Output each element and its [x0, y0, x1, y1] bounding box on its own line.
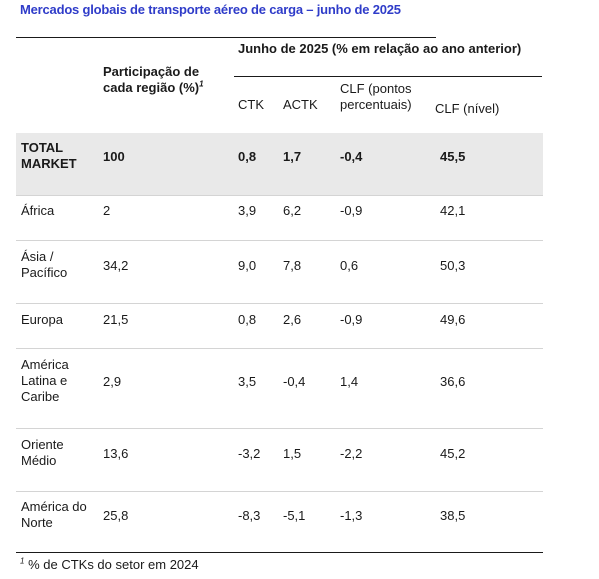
cell-ctk: 3,5: [238, 374, 257, 389]
cell-actk: 6,2: [283, 203, 302, 218]
cell-region: América Latina e Caribe: [21, 357, 69, 404]
row-divider: [16, 491, 543, 492]
cell-clf-pp: 1,4: [340, 374, 359, 389]
row-divider: [16, 428, 543, 429]
header-actk: ACTK: [283, 97, 318, 112]
cell-share: 2,9: [103, 374, 122, 389]
header-share-sup: 1: [199, 79, 204, 89]
cell-actk: -0,4: [283, 374, 306, 389]
cell-clf-pp: -2,2: [340, 446, 363, 461]
cell-clf-level: 50,3: [440, 258, 466, 273]
footnote: 1 % de CTKs do setor em 2024: [20, 557, 199, 572]
cell-clf-pp: -0,9: [340, 312, 363, 327]
cell-share: 100: [103, 149, 125, 164]
cell-clf-level: 49,6: [440, 312, 466, 327]
cell-share: 13,6: [103, 446, 129, 461]
cell-actk: 1,7: [283, 149, 302, 164]
cell-clf-level: 38,5: [440, 508, 466, 523]
total-row-background: [16, 133, 543, 195]
table-title: Mercados globais de transporte aéreo de …: [20, 2, 401, 17]
header-ctk: CTK: [238, 97, 264, 112]
cell-clf-pp: 0,6: [340, 258, 359, 273]
header-group: Junho de 2025 (% em relação ao ano anter…: [238, 41, 522, 56]
cell-share: 25,8: [103, 508, 129, 523]
group-header-rule: [234, 76, 542, 77]
table-bottom-rule: [16, 552, 543, 553]
cell-actk: 7,8: [283, 258, 302, 273]
cell-ctk: -8,3: [238, 508, 261, 523]
cell-region: TOTAL MARKET: [21, 140, 77, 171]
footnote-text: % de CTKs do setor em 2024: [28, 557, 199, 572]
row-divider: [16, 195, 543, 196]
cell-region: Oriente Médio: [21, 437, 64, 468]
cell-region: Ásia / Pacífico: [21, 249, 68, 280]
cell-region: Europa: [21, 312, 63, 327]
cell-clf-level: 45,2: [440, 446, 466, 461]
cell-share: 21,5: [103, 312, 129, 327]
cell-ctk: 0,8: [238, 312, 257, 327]
row-divider: [16, 240, 543, 241]
cell-clf-pp: -0,9: [340, 203, 363, 218]
row-divider: [16, 303, 543, 304]
cell-ctk: -3,2: [238, 446, 261, 461]
cell-clf-level: 45,5: [440, 149, 466, 164]
cell-share: 34,2: [103, 258, 129, 273]
cell-clf-level: 42,1: [440, 203, 466, 218]
cell-share: 2: [103, 203, 111, 218]
cell-actk: 2,6: [283, 312, 302, 327]
header-top-rule: [16, 37, 436, 38]
cell-ctk: 9,0: [238, 258, 257, 273]
footnote-sup: 1: [20, 556, 25, 566]
header-clf-pp: CLF (pontos percentuais): [340, 81, 412, 112]
cell-actk: -5,1: [283, 508, 306, 523]
cell-ctk: 3,9: [238, 203, 257, 218]
header-clf-level: CLF (nível): [435, 101, 500, 116]
cell-region: América do Norte: [21, 499, 87, 530]
cell-ctk: 0,8: [238, 149, 257, 164]
cell-clf-level: 36,6: [440, 374, 466, 389]
cell-clf-pp: -1,3: [340, 508, 363, 523]
cell-actk: 1,5: [283, 446, 302, 461]
cell-clf-pp: -0,4: [340, 149, 363, 164]
cell-region: África: [21, 203, 55, 218]
header-share: Participação de cada região (%)1: [103, 64, 213, 96]
row-divider: [16, 348, 543, 349]
header-share-label: Participação de cada região (%): [103, 64, 200, 95]
